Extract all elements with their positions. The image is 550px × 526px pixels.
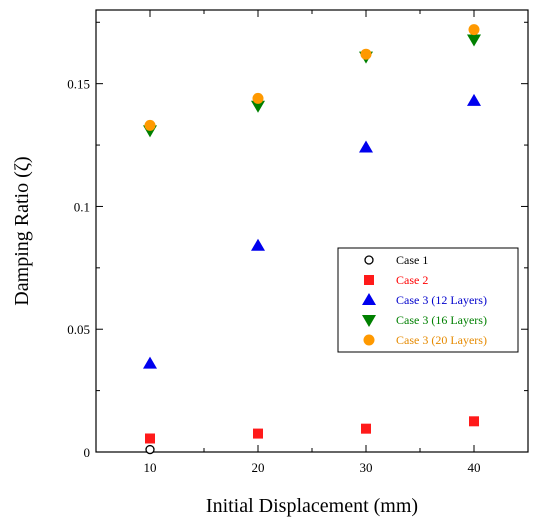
data-point-series-1	[469, 416, 479, 427]
data-point-series-4	[468, 24, 480, 36]
legend: Case 1 Case 2 Case 3 (12 Layers) Case 3 (16…	[337, 247, 519, 353]
y-axis-title: Damping Ratio (ζ)	[11, 156, 33, 305]
x-tick-label: 30	[360, 460, 373, 475]
legend-label: Case 1	[396, 253, 428, 267]
legend-marker	[362, 315, 376, 327]
data-point-series-1	[253, 428, 263, 439]
legend-marker	[364, 255, 374, 265]
data-point-series-4	[144, 119, 156, 131]
data-point-series-2	[467, 93, 481, 106]
axes: 10 20 30 40 0 0.05 0.1 0.15	[67, 9, 529, 475]
data-point-series-4	[252, 92, 264, 104]
y-tick-label: 0.05	[67, 322, 90, 337]
data-point-series-3	[251, 100, 265, 113]
data-point-series-1	[145, 433, 155, 444]
y-tick-label: 0	[84, 445, 91, 460]
x-axis-title: Initial Displacement (mm)	[206, 495, 418, 517]
legend-marker	[364, 275, 374, 285]
legend-label: Case 3 (20 Layers)	[396, 333, 487, 347]
data-point-series-1	[361, 423, 371, 434]
legend-marker	[362, 293, 376, 305]
legend-marker	[363, 334, 375, 346]
x-tick-label: 20	[252, 460, 265, 475]
data-points	[143, 24, 481, 455]
y-tick-label: 0.15	[67, 77, 90, 92]
plot-frame	[95, 9, 529, 453]
data-point-series-2	[143, 356, 157, 369]
y-tick-label: 0.1	[74, 199, 90, 214]
legend-label: Case 3 (12 Layers)	[396, 293, 487, 307]
data-point-series-2	[251, 238, 265, 251]
x-tick-label: 40	[468, 460, 481, 475]
data-point-series-4	[360, 48, 372, 60]
data-point-series-0	[145, 444, 155, 455]
x-tick-label: 10	[144, 460, 157, 475]
data-point-series-3	[467, 34, 481, 47]
legend-label: Case 2	[396, 273, 428, 287]
data-point-series-2	[359, 140, 373, 153]
legend-label: Case 3 (16 Layers)	[396, 313, 487, 327]
